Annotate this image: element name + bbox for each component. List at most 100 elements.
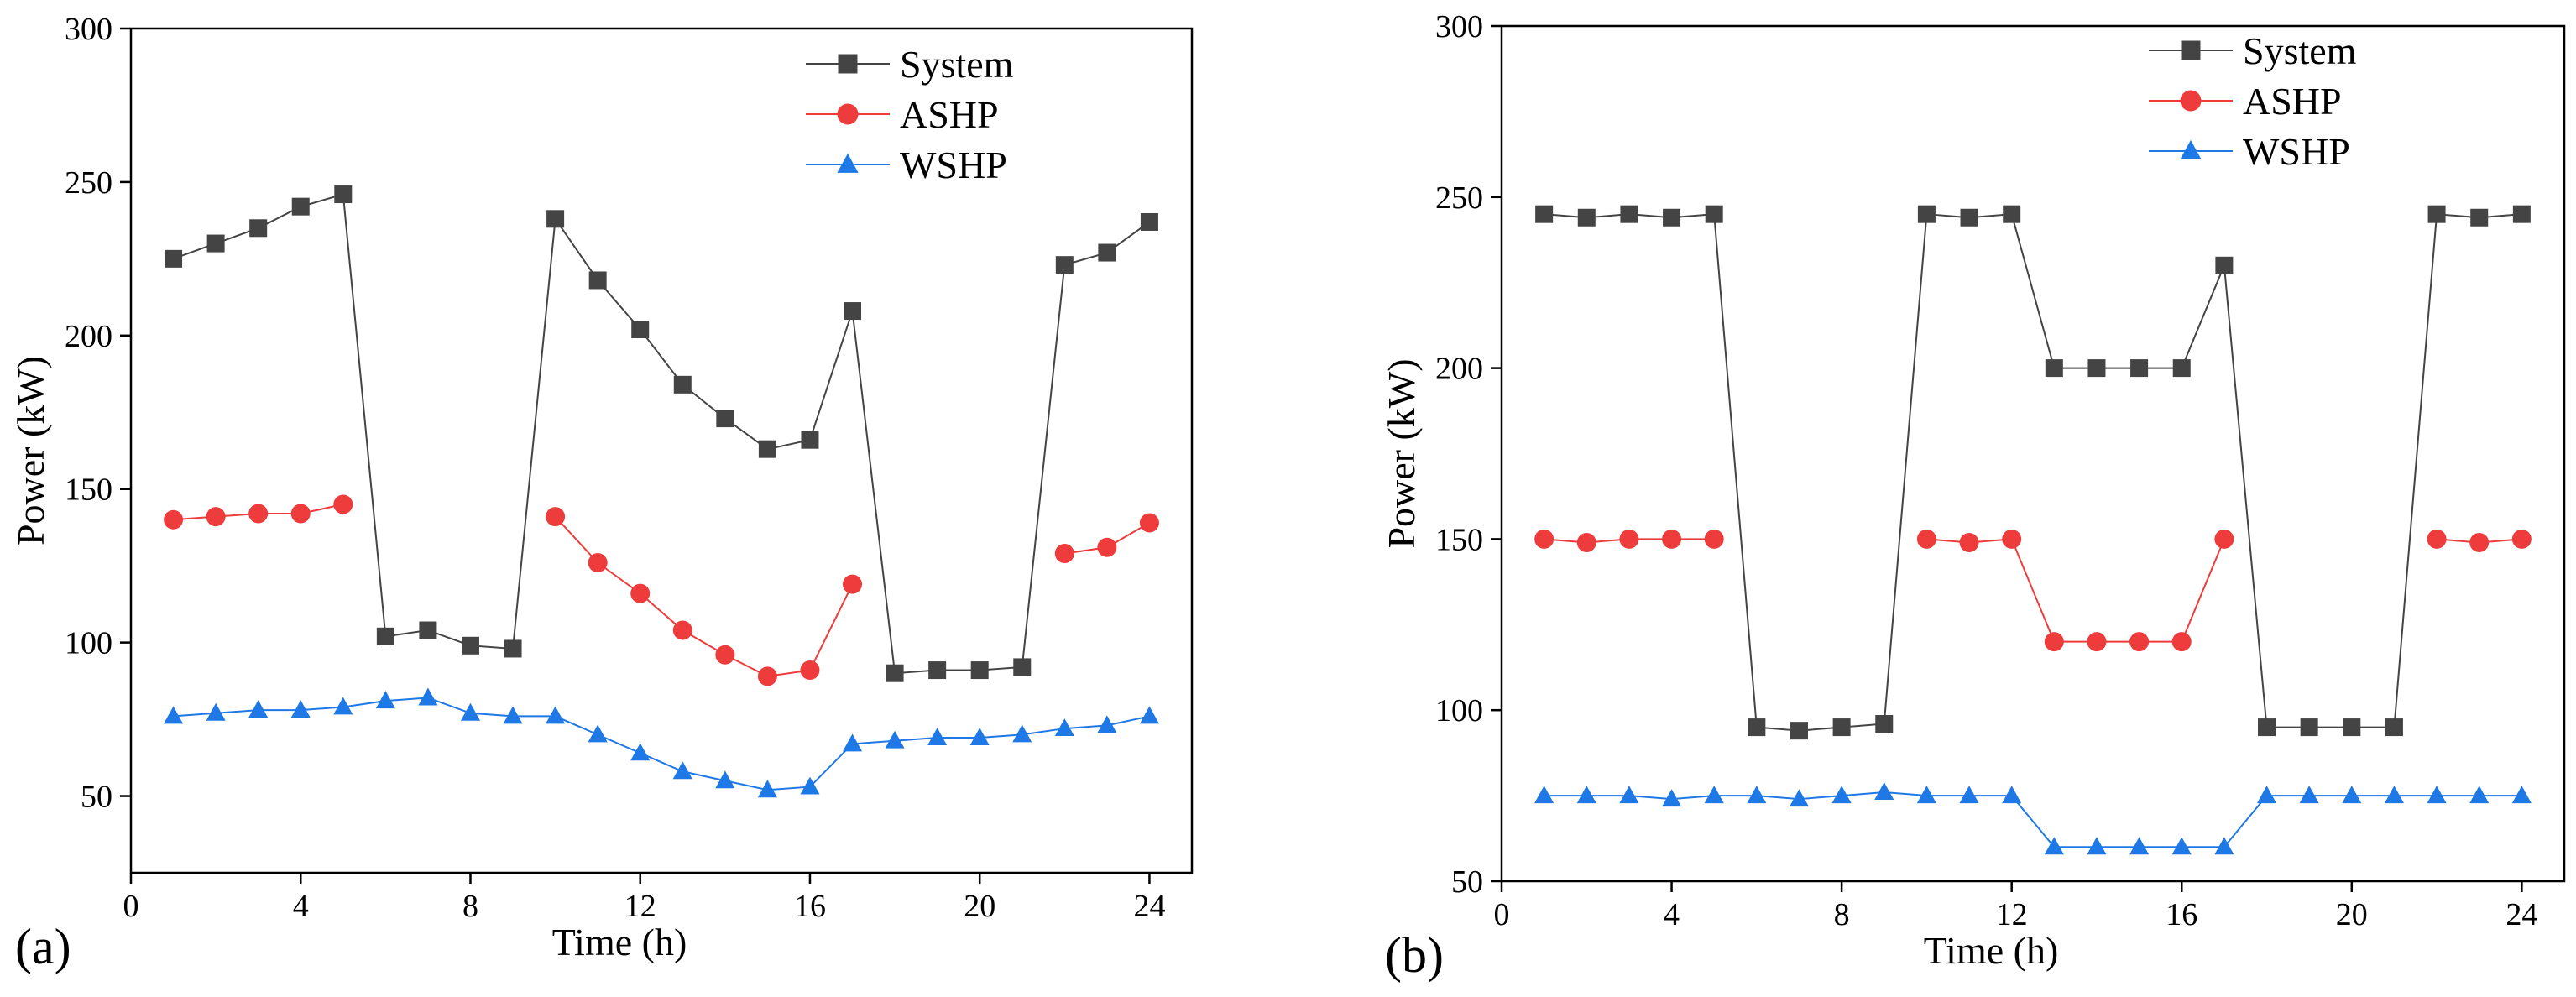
panel-a-legend-wshp-label: WSHP <box>900 144 1007 186</box>
panel-b-wshp-point <box>1959 786 1979 804</box>
panel-a-system-point <box>928 661 947 680</box>
panel-a-system-point <box>419 621 437 639</box>
panel-a-legend-system-label: System <box>900 43 1014 86</box>
panel-b-wshp-point <box>2044 837 2064 855</box>
panel-b-ashp-point <box>2214 529 2234 549</box>
panel-b-system-point <box>1875 715 1894 733</box>
panel-b-ashp-point <box>1619 529 1639 549</box>
panel-a-y-tick-label: 150 <box>65 472 112 508</box>
panel-a-wshp-point <box>375 691 395 709</box>
panel-b-wshp-point <box>2002 786 2022 804</box>
panel-a-system-point <box>801 431 819 449</box>
panel-b-wshp-point <box>1662 789 1682 807</box>
panel-b-panel-label: (b) <box>1385 927 1444 983</box>
panel-b-system-point <box>1620 205 1638 223</box>
panel-b-y-tick-label: 250 <box>1435 180 1483 216</box>
panel-a-system-point <box>758 440 776 458</box>
panel-b-ashp-point <box>2427 529 2447 549</box>
panel-a-series-ashp <box>164 494 1159 686</box>
panel-b-y-tick-label: 100 <box>1435 693 1483 728</box>
panel-a-legend-system-marker <box>838 54 858 74</box>
panel-a-wshp-point <box>418 687 438 706</box>
panel-a-system-point <box>844 302 862 321</box>
panel-b-system-point <box>2258 718 2276 737</box>
panel-a-y-tick-label: 200 <box>65 319 112 354</box>
panel-a-series-system <box>165 185 1158 682</box>
panel-b-wshp-point <box>2171 837 2192 855</box>
panel-a-ashp-point <box>588 553 608 573</box>
panel-b-system-point <box>2385 718 2403 737</box>
panel-b-legend-wshp-marker <box>2180 139 2202 159</box>
panel-b-ashp-point <box>2511 529 2532 549</box>
panel-b-system-point <box>2300 718 2318 737</box>
panel-b-series-system <box>1535 205 2531 740</box>
panel-b-system-point <box>2427 205 2446 223</box>
panel-b-system-point <box>2087 359 2106 378</box>
panel-b-ashp-point <box>1576 532 1596 552</box>
panel-b-legend-ashp-marker <box>2180 90 2202 112</box>
panel-b-system-point <box>2172 359 2191 378</box>
panel-a-wshp-point <box>164 706 184 724</box>
panel-b-x-tick-label: 4 <box>1664 897 1680 932</box>
panel-a-system-point <box>546 210 565 228</box>
panel-b-ashp-point <box>1662 529 1682 549</box>
panel-b-wshp-point <box>2256 786 2277 804</box>
panel-b-system-point <box>1748 718 1766 737</box>
panel-b-legend-system-marker <box>2181 40 2201 60</box>
panel-b-wshp-point <box>1534 786 1554 804</box>
panel-a-ashp-line <box>554 515 854 677</box>
panel-b-x-tick-label: 16 <box>2166 897 2197 932</box>
panel-a-wshp-point <box>1054 718 1074 737</box>
panel-a-y-axis-title: Power (kW) <box>9 356 52 545</box>
panel-a-series-wshp <box>164 687 1159 798</box>
panel-a-wshp-line <box>173 697 1150 791</box>
panel-b-ashp-point <box>1959 532 1979 552</box>
panel-b-ashp-point <box>2171 632 2192 652</box>
panel-a-wshp-point <box>715 770 735 789</box>
panel-a-system-point <box>461 636 479 655</box>
panel-b-system-point <box>2045 359 2063 378</box>
panel-a-ashp-point <box>546 507 566 527</box>
panel-a-system-point <box>1055 256 1074 274</box>
panel-b-wshp-point <box>2342 786 2362 804</box>
panel-b-ashp-point <box>1704 529 1724 549</box>
panel-a-ashp-point <box>248 504 269 524</box>
panel-b-ashp-point <box>2002 529 2022 549</box>
panel-b-x-tick-label: 8 <box>1834 897 1850 932</box>
panel-a-wshp-point <box>460 702 481 721</box>
panel-b-wshp-point <box>1789 789 1810 807</box>
panel-a-wshp-point <box>503 706 523 724</box>
panel-b-plot-frame <box>1500 24 2566 883</box>
panel-b-wshp-point <box>1831 786 1852 804</box>
panel-b-x-tick-label: 12 <box>1996 897 2028 932</box>
panel-b-system-point <box>1832 718 1851 737</box>
panel-b-wshp-point <box>1874 782 1894 801</box>
panel-a-wshp-point <box>842 733 863 752</box>
panel-a-panel-label: (a) <box>15 919 71 974</box>
panel-b-system-point <box>1577 208 1596 227</box>
panel-b-legend-wshp-label: WSHP <box>2243 130 2350 173</box>
panel-a-ashp-point <box>290 504 311 524</box>
panel-a-wshp-point <box>672 761 692 780</box>
panel-b-ashp-line <box>1926 538 2225 643</box>
panel-b-wshp-point <box>2384 786 2404 804</box>
panel-a-system-point <box>504 639 522 658</box>
panel-b-wshp-point <box>2511 786 2532 804</box>
panel-b-system-point <box>2003 205 2021 223</box>
panel-b-wshp-point <box>1576 786 1596 804</box>
panel-a-x-tick-label: 4 <box>293 889 309 924</box>
panel-a-x-tick-label: 16 <box>794 889 826 924</box>
panel-b-wshp-point <box>1747 786 1767 804</box>
panel-a-y-tick-label: 250 <box>65 165 112 201</box>
panel-a-x-tick-label: 8 <box>462 889 478 924</box>
panel-a-ashp-point <box>757 666 777 686</box>
panel-a-y-tick-label: 100 <box>65 626 112 661</box>
panel-a-x-tick-label: 24 <box>1133 889 1165 924</box>
panel-a-system-point <box>1013 658 1032 676</box>
panel-b-ashp-point <box>2044 632 2064 652</box>
panel-b-ashp-point <box>1534 529 1554 549</box>
panel-b-system-point <box>1790 722 1808 740</box>
panel-b-wshp-point <box>2214 837 2234 855</box>
panel-b-ashp-point <box>2129 632 2150 652</box>
